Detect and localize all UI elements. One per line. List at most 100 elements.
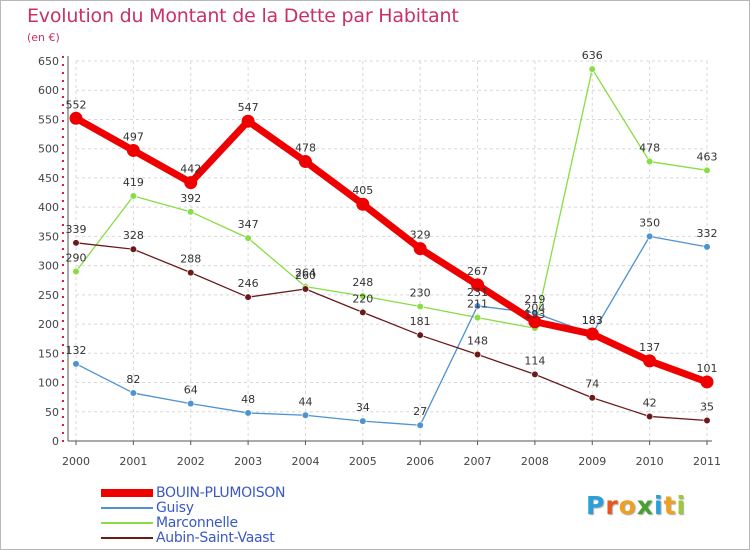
data-label: 264	[295, 267, 316, 280]
data-point	[187, 208, 195, 216]
data-point	[129, 192, 137, 200]
data-label: 34	[356, 401, 370, 414]
data-point	[416, 302, 424, 311]
data-label: 260	[295, 269, 316, 282]
data-point	[531, 370, 539, 378]
data-point	[244, 293, 252, 301]
data-point	[646, 157, 654, 166]
data-label: 246	[238, 277, 259, 290]
data-point	[72, 239, 80, 247]
y-tick-label: 200	[38, 318, 59, 331]
data-point	[359, 292, 367, 300]
data-point	[244, 409, 252, 417]
proxiti-logo: Proxiti	[586, 491, 686, 520]
data-label: 220	[352, 292, 373, 305]
chart-title: Evolution du Montant de la Dette par Hab…	[27, 5, 459, 27]
x-tick-label: 2004	[291, 455, 319, 468]
data-point	[471, 278, 485, 292]
data-label: 137	[639, 341, 660, 354]
logo-letter: i	[676, 491, 687, 520]
data-point	[129, 389, 137, 397]
logo-letter: r	[605, 491, 619, 520]
series-line-0	[72, 114, 711, 386]
legend-label: Aubin-Saint-Vaast	[156, 530, 275, 546]
data-point	[72, 360, 80, 368]
series-line-1	[75, 235, 708, 426]
x-tick-label: 2005	[349, 455, 377, 468]
data-label: 339	[66, 223, 87, 236]
data-point	[129, 245, 137, 253]
plot-area	[76, 61, 707, 441]
y-tick-label: 500	[38, 143, 59, 156]
data-point	[703, 166, 711, 174]
data-point	[473, 314, 482, 322]
data-label: 547	[238, 101, 259, 114]
data-label: 74	[585, 378, 599, 391]
data-label: 636	[582, 49, 603, 62]
data-point	[359, 417, 367, 425]
data-label: 219	[524, 293, 545, 306]
legend-label: Marconnelle	[156, 515, 238, 531]
x-tick-label: 2003	[234, 455, 262, 468]
x-tick-label: 2011	[693, 455, 721, 468]
data-point	[416, 421, 424, 429]
logo-letter: t	[663, 491, 677, 520]
data-point	[703, 243, 711, 251]
y-tick-label: 450	[38, 172, 59, 185]
data-label: 64	[184, 384, 198, 397]
data-label: 347	[238, 218, 259, 231]
data-label: 350	[639, 216, 660, 229]
x-tick-label: 2007	[464, 455, 492, 468]
data-label: 288	[180, 253, 201, 266]
data-label: 132	[66, 344, 87, 357]
data-label: 290	[66, 251, 87, 264]
data-label: 27	[413, 405, 427, 418]
x-tick-label: 2001	[119, 455, 147, 468]
data-label: 392	[180, 192, 201, 205]
data-point	[184, 176, 198, 190]
data-label: 101	[697, 362, 718, 375]
y-tick-label: 50	[45, 406, 59, 419]
data-point	[473, 350, 482, 359]
data-label: 442	[180, 163, 201, 176]
data-label: 230	[410, 287, 431, 300]
data-label: 332	[697, 227, 718, 240]
data-point	[646, 232, 654, 240]
data-label: 419	[123, 176, 144, 189]
data-label: 267	[467, 265, 488, 278]
data-label: 204	[524, 302, 545, 315]
data-label: 463	[697, 150, 718, 163]
series-line-3	[75, 242, 708, 422]
data-label: 44	[298, 395, 312, 408]
data-label: 148	[467, 334, 488, 347]
data-point	[244, 234, 252, 242]
data-point	[126, 143, 140, 157]
legend-label: Guisy	[156, 500, 194, 516]
data-label: 478	[295, 142, 316, 155]
data-point	[643, 354, 657, 368]
data-label: 211	[467, 298, 488, 311]
data-point	[416, 331, 424, 339]
data-label: 48	[241, 393, 255, 406]
data-point	[187, 399, 195, 408]
x-tick-label: 2010	[636, 455, 664, 468]
y-tick-label: 250	[38, 289, 59, 302]
y-tick-label: 350	[38, 230, 59, 243]
logo-letter: o	[618, 491, 637, 520]
data-point	[72, 267, 80, 276]
legend-swatch	[101, 537, 153, 539]
data-label: 329	[410, 229, 431, 242]
logo-letter: x	[636, 491, 654, 520]
y-tick-label: 650	[38, 55, 59, 68]
data-point	[473, 302, 482, 310]
data-label: 183	[582, 314, 603, 327]
data-label: 231	[467, 286, 488, 299]
data-point	[413, 242, 427, 256]
data-point	[703, 416, 711, 425]
logo-letter: i	[654, 491, 664, 520]
data-label: 405	[352, 184, 373, 197]
data-label: 35	[700, 401, 714, 414]
data-point	[588, 65, 596, 73]
